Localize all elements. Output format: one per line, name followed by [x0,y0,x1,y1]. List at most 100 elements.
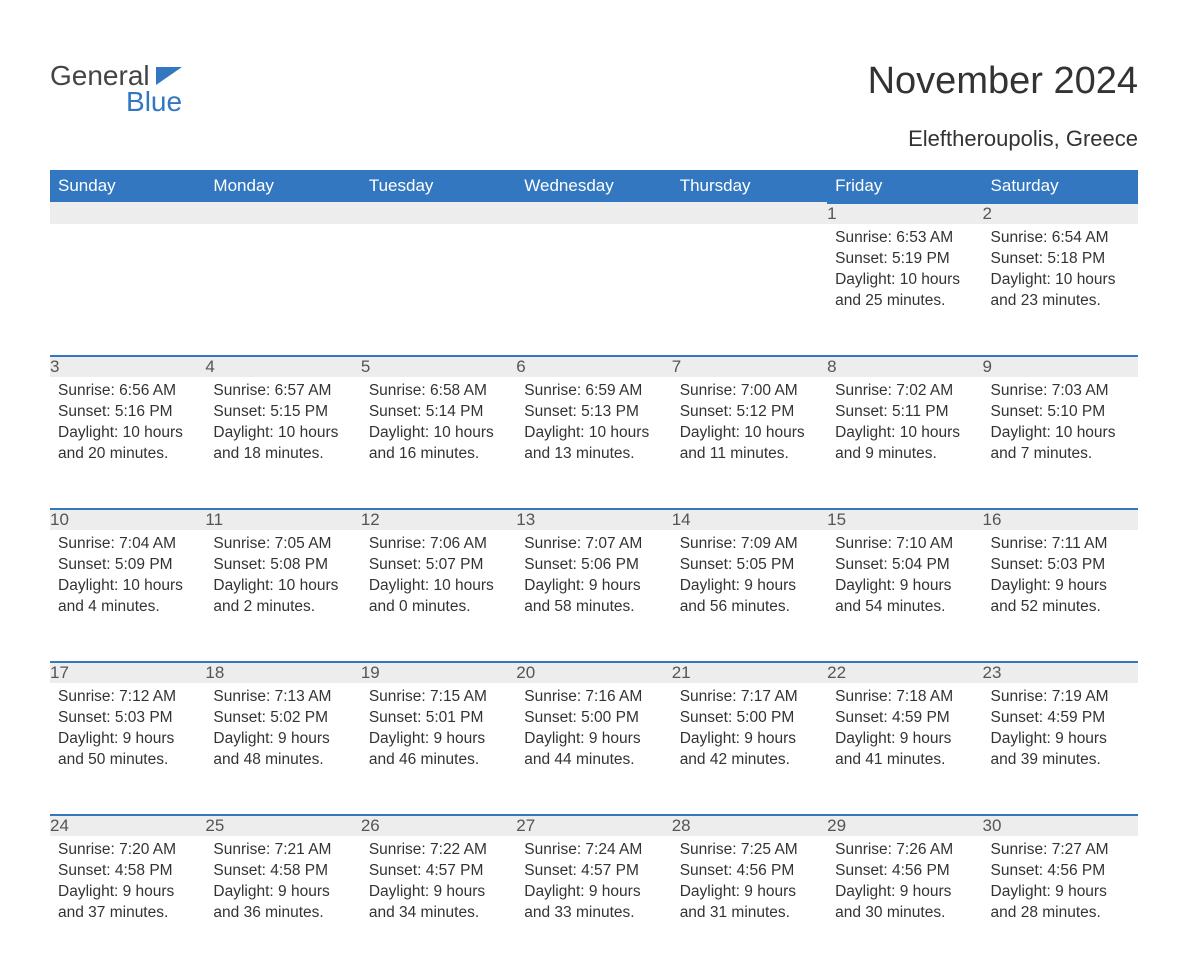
day-dl1: Daylight: 9 hours [369,882,508,903]
day-cell: Sunrise: 7:03 AMSunset: 5:10 PMDaylight:… [983,377,1138,509]
day-dl2: and 30 minutes. [835,903,974,924]
day-cell: Sunrise: 7:02 AMSunset: 5:11 PMDaylight:… [827,377,982,509]
day-sunrise: Sunrise: 7:15 AM [369,687,508,708]
day-dl2: and 50 minutes. [58,750,197,771]
day-dl2: and 4 minutes. [58,597,197,618]
day-sunrise: Sunrise: 7:22 AM [369,840,508,861]
day-dl1: Daylight: 10 hours [58,576,197,597]
day-dl2: and 25 minutes. [835,291,974,312]
day-sunset: Sunset: 5:14 PM [369,402,508,423]
day-dl1: Daylight: 9 hours [58,729,197,750]
day-dl1: Daylight: 10 hours [991,423,1130,444]
day-number-cell: 10 [50,509,205,530]
day-dl1: Daylight: 10 hours [369,423,508,444]
day-number-cell: 7 [672,356,827,377]
day-dl2: and 33 minutes. [524,903,663,924]
day-number-cell: 14 [672,509,827,530]
day-number-cell: 26 [361,815,516,836]
day-sunrise: Sunrise: 7:02 AM [835,381,974,402]
day-number-cell [516,203,671,224]
day-dl2: and 37 minutes. [58,903,197,924]
day-dl1: Daylight: 9 hours [58,882,197,903]
day-header: Monday [205,170,360,203]
day-cell: Sunrise: 7:26 AMSunset: 4:56 PMDaylight:… [827,836,982,968]
day-cell-body: Sunrise: 6:54 AMSunset: 5:18 PMDaylight:… [983,224,1138,324]
day-cell: Sunrise: 7:13 AMSunset: 5:02 PMDaylight:… [205,683,360,815]
day-number-cell: 4 [205,356,360,377]
day-sunset: Sunset: 5:18 PM [991,249,1130,270]
day-dl1: Daylight: 9 hours [835,729,974,750]
day-cell: Sunrise: 7:25 AMSunset: 4:56 PMDaylight:… [672,836,827,968]
day-cell [205,224,360,356]
header: General Blue November 2024 [50,60,1138,118]
day-cell: Sunrise: 7:16 AMSunset: 5:00 PMDaylight:… [516,683,671,815]
day-sunset: Sunset: 5:19 PM [835,249,974,270]
week-body-row: Sunrise: 6:56 AMSunset: 5:16 PMDaylight:… [50,377,1138,509]
day-dl1: Daylight: 10 hours [369,576,508,597]
day-sunrise: Sunrise: 7:05 AM [213,534,352,555]
day-sunrise: Sunrise: 7:16 AM [524,687,663,708]
week-daynum-row: 10111213141516 [50,509,1138,530]
day-dl2: and 18 minutes. [213,444,352,465]
day-header-row: SundayMondayTuesdayWednesdayThursdayFrid… [50,170,1138,203]
day-sunset: Sunset: 5:16 PM [58,402,197,423]
day-cell-body: Sunrise: 7:05 AMSunset: 5:08 PMDaylight:… [205,530,360,630]
day-sunset: Sunset: 4:56 PM [835,861,974,882]
day-cell: Sunrise: 7:10 AMSunset: 5:04 PMDaylight:… [827,530,982,662]
day-dl2: and 44 minutes. [524,750,663,771]
day-header: Tuesday [361,170,516,203]
day-cell-body: Sunrise: 7:19 AMSunset: 4:59 PMDaylight:… [983,683,1138,783]
day-number-cell: 12 [361,509,516,530]
day-number-cell: 23 [983,662,1138,683]
day-dl2: and 2 minutes. [213,597,352,618]
day-sunrise: Sunrise: 6:57 AM [213,381,352,402]
day-cell: Sunrise: 7:06 AMSunset: 5:07 PMDaylight:… [361,530,516,662]
day-cell: Sunrise: 7:07 AMSunset: 5:06 PMDaylight:… [516,530,671,662]
day-cell-body: Sunrise: 6:53 AMSunset: 5:19 PMDaylight:… [827,224,982,324]
day-sunset: Sunset: 4:59 PM [991,708,1130,729]
day-dl1: Daylight: 9 hours [991,729,1130,750]
day-sunset: Sunset: 5:03 PM [58,708,197,729]
day-cell-body: Sunrise: 7:00 AMSunset: 5:12 PMDaylight:… [672,377,827,477]
week-daynum-row: 3456789 [50,356,1138,377]
day-cell-body: Sunrise: 7:04 AMSunset: 5:09 PMDaylight:… [50,530,205,630]
page-title: November 2024 [868,60,1138,103]
day-dl1: Daylight: 9 hours [213,882,352,903]
day-dl1: Daylight: 10 hours [524,423,663,444]
day-sunset: Sunset: 4:57 PM [369,861,508,882]
day-cell-body: Sunrise: 7:18 AMSunset: 4:59 PMDaylight:… [827,683,982,783]
day-sunrise: Sunrise: 7:07 AM [524,534,663,555]
day-number-cell [672,203,827,224]
day-sunrise: Sunrise: 7:26 AM [835,840,974,861]
day-sunrise: Sunrise: 7:25 AM [680,840,819,861]
day-number-cell: 1 [827,203,982,224]
day-sunrise: Sunrise: 6:53 AM [835,228,974,249]
day-cell-body: Sunrise: 7:26 AMSunset: 4:56 PMDaylight:… [827,836,982,936]
day-number-cell: 30 [983,815,1138,836]
day-dl1: Daylight: 9 hours [680,576,819,597]
day-dl2: and 28 minutes. [991,903,1130,924]
day-sunrise: Sunrise: 7:18 AM [835,687,974,708]
day-sunset: Sunset: 5:00 PM [524,708,663,729]
day-header: Friday [827,170,982,203]
day-sunset: Sunset: 5:09 PM [58,555,197,576]
day-number-cell: 27 [516,815,671,836]
day-dl2: and 31 minutes. [680,903,819,924]
day-cell: Sunrise: 7:09 AMSunset: 5:05 PMDaylight:… [672,530,827,662]
week-daynum-row: 24252627282930 [50,815,1138,836]
day-cell: Sunrise: 7:21 AMSunset: 4:58 PMDaylight:… [205,836,360,968]
day-dl1: Daylight: 10 hours [213,423,352,444]
day-sunset: Sunset: 4:59 PM [835,708,974,729]
day-dl2: and 56 minutes. [680,597,819,618]
day-header: Wednesday [516,170,671,203]
calendar-table: SundayMondayTuesdayWednesdayThursdayFrid… [50,170,1138,968]
week-body-row: Sunrise: 7:04 AMSunset: 5:09 PMDaylight:… [50,530,1138,662]
day-header: Thursday [672,170,827,203]
day-sunrise: Sunrise: 7:00 AM [680,381,819,402]
day-dl2: and 13 minutes. [524,444,663,465]
day-cell: Sunrise: 7:19 AMSunset: 4:59 PMDaylight:… [983,683,1138,815]
day-sunset: Sunset: 5:15 PM [213,402,352,423]
day-dl2: and 46 minutes. [369,750,508,771]
day-sunset: Sunset: 5:03 PM [991,555,1130,576]
day-dl1: Daylight: 9 hours [524,882,663,903]
